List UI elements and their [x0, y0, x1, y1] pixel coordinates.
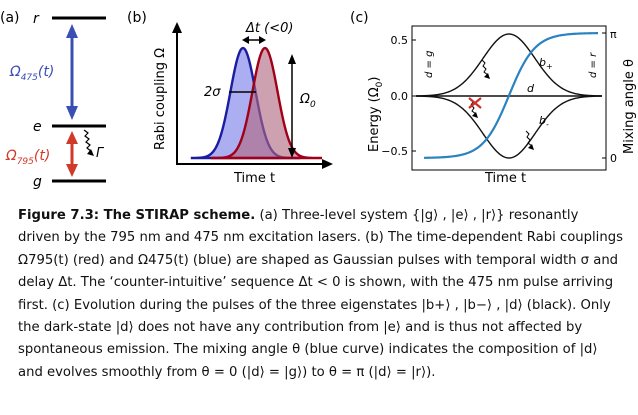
delay-arrowhead-left	[242, 36, 249, 44]
squiggle-minus-head	[528, 144, 534, 150]
stirap-figure: (a) r e g Ω475(t) Ω795(t) Γ (b) Rabi cou…	[0, 10, 637, 190]
tick-label-m05: −0.5	[381, 145, 408, 158]
caption-line-2: driven by the 795 nm and 475 nm excitati…	[18, 230, 623, 246]
right-annotation: d = r	[588, 52, 599, 78]
state-dark-label: d	[527, 82, 535, 95]
caption-line-3: Ω795(t) (red) and Ω475(t) (blue) are sha…	[18, 252, 619, 268]
panel-c-ylabel-left: Energy (Ω0)	[367, 77, 385, 152]
delay-label: Δt (<0)	[245, 21, 293, 36]
amplitude-label: Ω0	[299, 92, 316, 110]
level-e-label: e	[33, 119, 42, 135]
width-label: 2σ	[204, 85, 221, 100]
tick-label-0: 0	[610, 152, 617, 165]
panel-b-ylabel: Rabi coupling Ω	[153, 48, 168, 150]
panel-c-ylabel-right: Mixing angle θ	[622, 59, 637, 154]
panel-c-label: (c)	[350, 10, 369, 26]
caption-line-6: the dark-state |d⟩ does not have any con…	[18, 320, 583, 336]
left-annotation: d = g	[424, 51, 435, 78]
caption-line-5: first. (c) Evolution during the pulses o…	[18, 297, 611, 313]
decay-label: Γ	[96, 146, 105, 161]
caption-label: Figure 7.3: The STIRAP scheme.	[18, 208, 256, 223]
amplitude-arrowhead-down	[288, 148, 296, 158]
mixing-angle-curve	[423, 32, 599, 159]
panel-b-y-arrowhead	[172, 22, 182, 33]
panel-b: (b) Rabi coupling Ω Time t Δt (<0) 2σ Ω0	[127, 10, 333, 186]
caption-line-1: Figure 7.3: The STIRAP scheme. (a) Three…	[18, 205, 622, 227]
coupling-795-arrowhead-down	[66, 164, 78, 177]
tick-label-pi: π	[610, 28, 617, 41]
squiggle-plus-head	[484, 73, 490, 79]
coupling-475-arrowhead-up	[66, 24, 78, 38]
coupling-475-arrowhead-down	[66, 106, 78, 120]
panel-b-xlabel: Time t	[233, 171, 275, 186]
pulse-795-red	[210, 46, 322, 160]
state-minus-label: b-	[539, 114, 549, 129]
panel-c: (c) Energy (Ω0) Mixing angle θ Time t 0.…	[350, 10, 637, 186]
coupling-795-label: Ω795(t)	[5, 148, 50, 167]
squiggle-minus	[525, 130, 533, 147]
panel-b-label: (b)	[127, 10, 147, 26]
delay-arrowhead-right	[259, 36, 266, 44]
squiggle-plus	[481, 59, 489, 76]
b-minus-curve	[415, 95, 603, 159]
b-plus-curve	[415, 33, 603, 97]
caption-line-7: spontaneous emission. The mixing angle θ…	[18, 342, 598, 358]
panel-c-xlabel: Time t	[484, 171, 526, 186]
level-r-label: r	[33, 11, 40, 27]
decay-squiggle	[83, 129, 93, 153]
figure-caption: Figure 7.3: The STIRAP scheme. (a) Three…	[18, 205, 623, 384]
level-g-label: g	[33, 174, 42, 190]
panel-a: (a) r e g Ω475(t) Ω795(t) Γ	[0, 10, 106, 190]
state-plus-label: b+	[539, 56, 553, 71]
caption-line-8: and evolves smoothly from θ = 0 (|d⟩ = |…	[18, 364, 436, 380]
coupling-475-label: Ω475(t)	[9, 64, 54, 83]
coupling-795-arrowhead-up	[66, 131, 78, 144]
tick-label-05: 0.5	[391, 34, 409, 47]
cross-mark-b	[468, 97, 482, 109]
squiggle-dark-head	[472, 112, 478, 118]
caption-line-4: delay Δt. The ‘counter-intuitive’ sequen…	[18, 275, 614, 291]
amplitude-arrowhead-up	[288, 54, 296, 64]
caption-text-1: (a) Three-level system {|g⟩ , |e⟩ , |r⟩}…	[255, 208, 579, 223]
panel-c-frame	[411, 25, 607, 171]
panel-b-x-arrowhead	[322, 159, 333, 169]
tick-label-00: 0.0	[391, 90, 409, 103]
panel-a-label: (a)	[0, 10, 20, 26]
decay-arrowhead	[87, 149, 94, 156]
